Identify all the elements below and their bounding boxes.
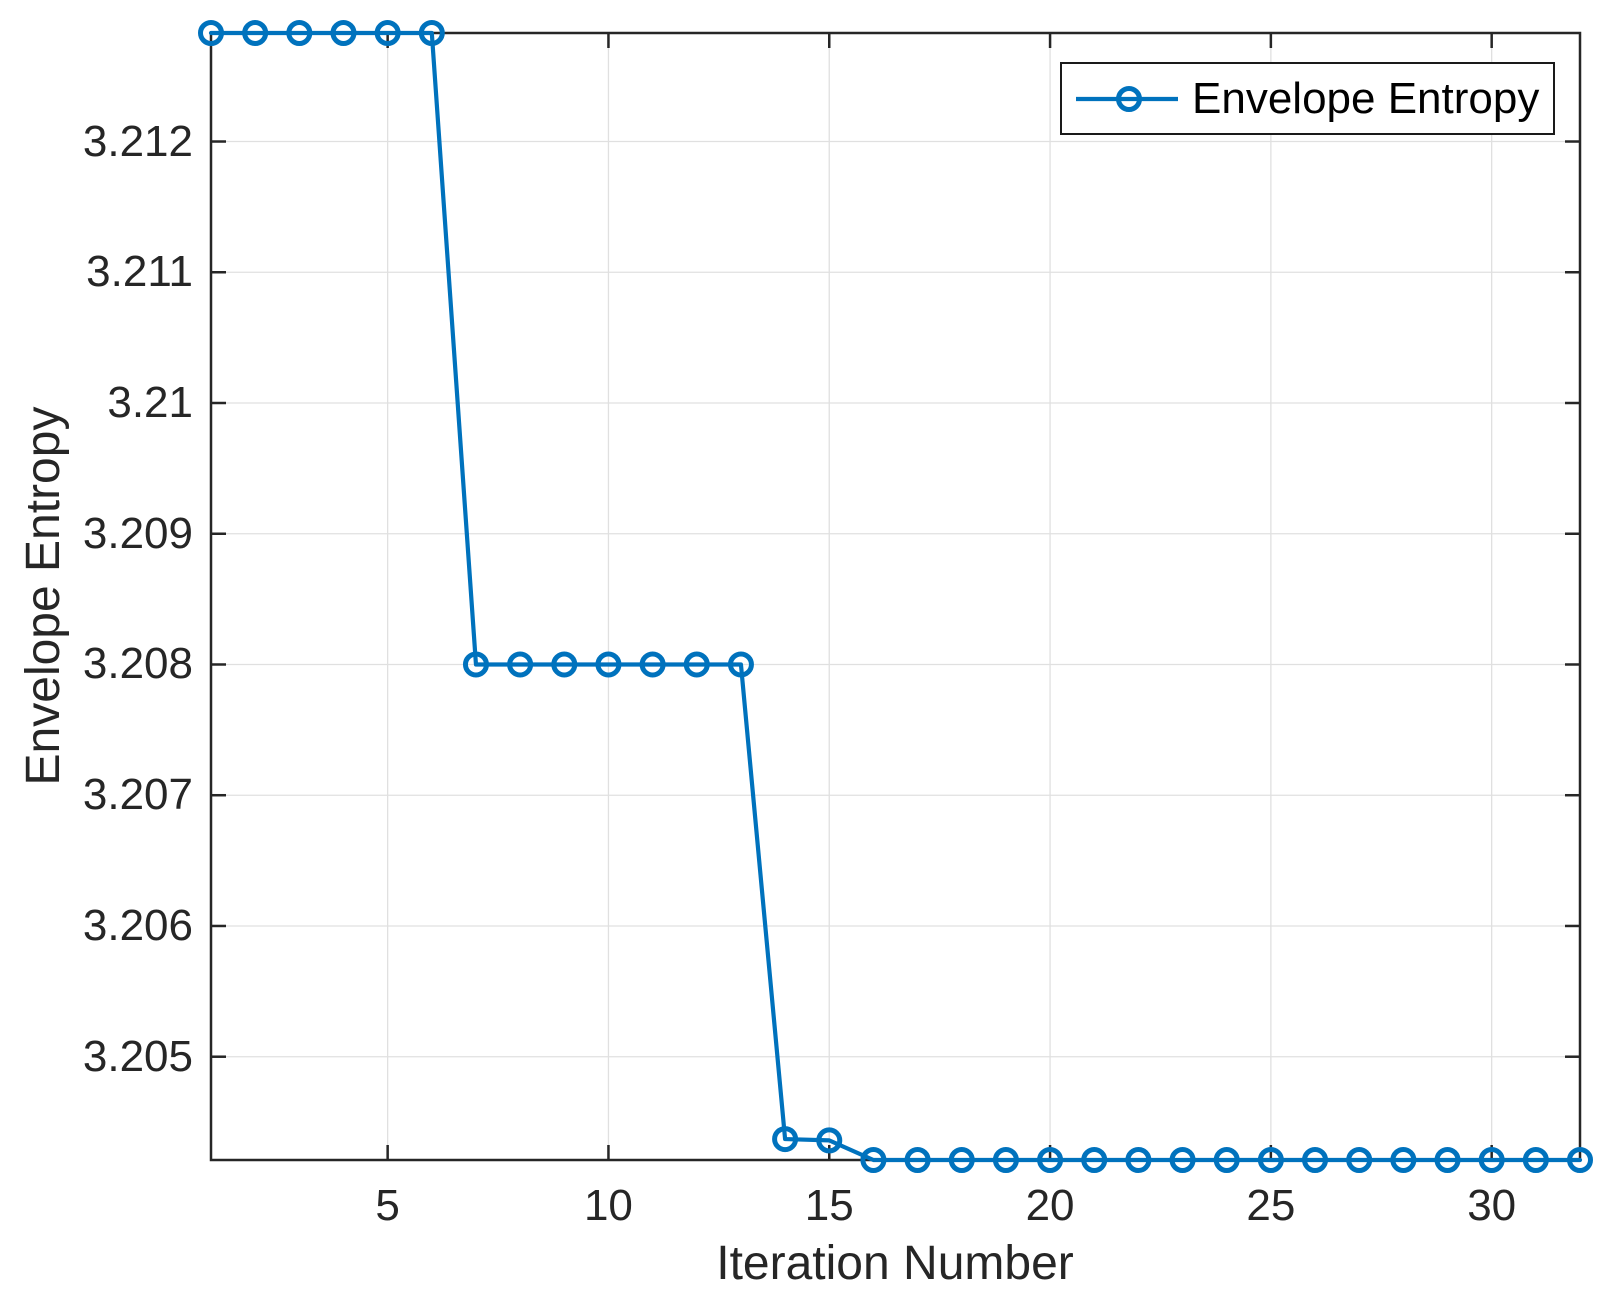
data-point — [286, 20, 313, 46]
x-axis-label: Iteration Number — [716, 1237, 1074, 1290]
data-point — [551, 651, 578, 678]
data-point — [242, 20, 269, 46]
data-point — [1257, 1147, 1284, 1173]
y-tick-label: 3.211 — [86, 247, 193, 297]
data-point — [1125, 1147, 1152, 1173]
y-tick-label: 3.205 — [82, 1031, 193, 1081]
legend-circle-marker-icon — [1116, 85, 1142, 112]
data-markers — [198, 20, 1593, 1173]
y-tick-label: 3.212 — [82, 116, 193, 166]
data-point — [1390, 1147, 1417, 1173]
data-point — [330, 20, 357, 46]
y-tick-label: 3.209 — [82, 508, 193, 558]
data-point — [992, 1147, 1019, 1173]
data-point — [948, 1147, 975, 1173]
y-tick-label: 3.206 — [82, 900, 193, 950]
x-tick-label: 10 — [583, 1181, 633, 1230]
data-point — [816, 1127, 843, 1154]
data-point — [418, 20, 445, 46]
data-point — [904, 1147, 931, 1173]
data-point — [595, 651, 622, 678]
data-point — [1567, 1147, 1593, 1173]
data-point — [198, 20, 224, 46]
data-point — [462, 651, 489, 678]
data-point — [1522, 1147, 1549, 1173]
data-point — [1346, 1147, 1373, 1173]
data-point — [860, 1147, 887, 1173]
tick-marks — [211, 33, 1580, 1160]
y-tick-label: 3.207 — [82, 770, 193, 820]
data-point — [1213, 1147, 1240, 1173]
y-axis-label: Envelope Entropy — [17, 406, 70, 786]
x-tick-label: 20 — [1025, 1181, 1075, 1230]
data-line — [208, 30, 1583, 1163]
axes-box — [209, 31, 1582, 1162]
legend-box: Envelope Entropy — [1060, 62, 1556, 135]
data-point — [1478, 1147, 1505, 1173]
x-tick-label: 25 — [1246, 1181, 1296, 1230]
data-point — [772, 1126, 799, 1153]
data-point — [1037, 1147, 1064, 1173]
data-point — [639, 651, 666, 678]
data-point — [1302, 1147, 1329, 1173]
legend-entry-label: Envelope Entropy — [1192, 73, 1540, 123]
data-point — [1081, 1147, 1108, 1173]
y-tick-label: 3.21 — [107, 378, 193, 427]
y-tick-label: 3.208 — [82, 639, 193, 689]
data-point — [1434, 1147, 1461, 1173]
data-point — [1169, 1147, 1196, 1173]
data-point — [374, 20, 401, 46]
x-tick-label: 30 — [1467, 1181, 1517, 1230]
x-tick-label: 5 — [375, 1181, 400, 1230]
data-point — [683, 651, 710, 678]
data-point — [727, 651, 754, 678]
grid-lines — [211, 33, 1580, 1160]
x-tick-label: 15 — [804, 1181, 854, 1230]
data-point — [507, 651, 534, 678]
legend-line-sample — [1076, 85, 1178, 112]
